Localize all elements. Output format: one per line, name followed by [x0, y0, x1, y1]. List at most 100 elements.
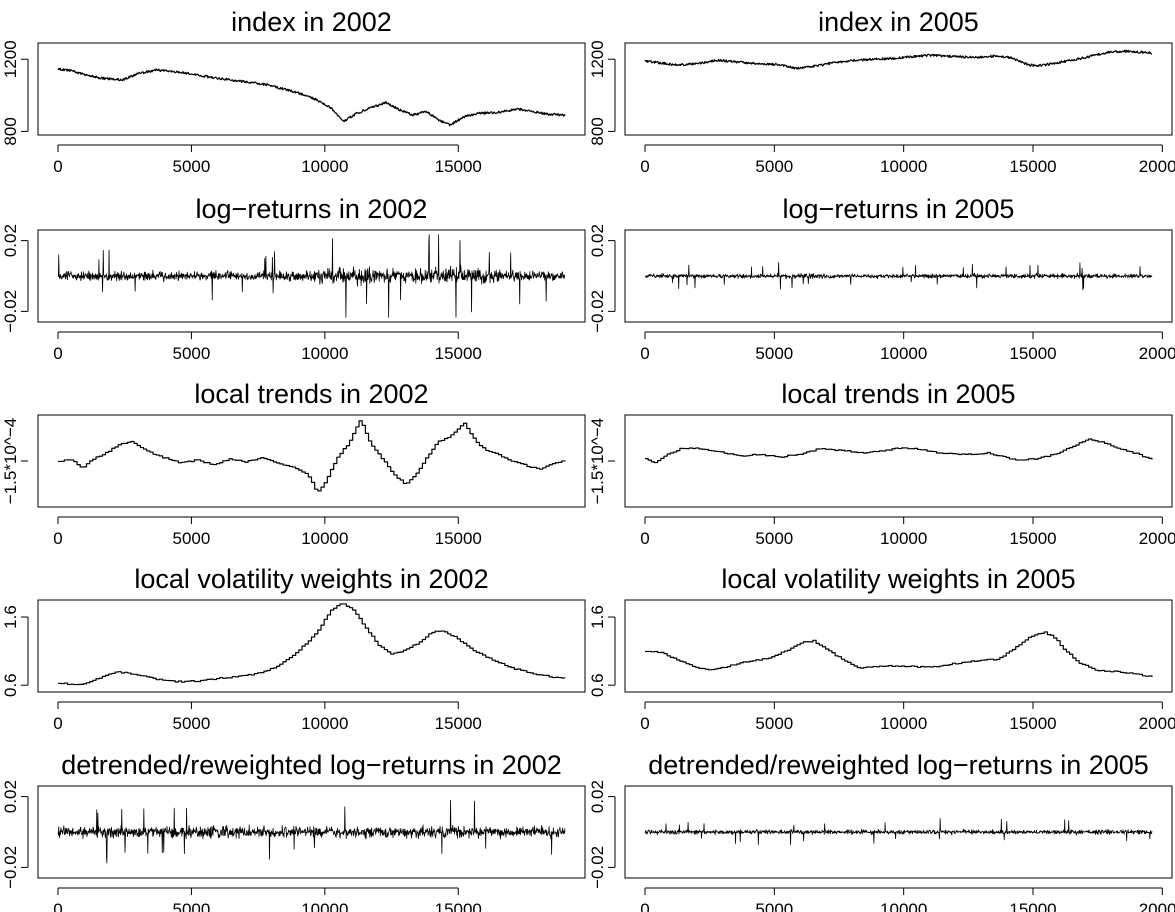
y-tick-label: 1200	[588, 40, 607, 78]
x-tick-label: 5000	[755, 900, 793, 912]
panel-1: index in 2002 0 5000 10000 15000 800 1200	[1, 7, 586, 176]
series-line	[644, 262, 1153, 291]
x-tick-label: 5000	[755, 157, 793, 176]
x-tick-label: 15000	[435, 157, 482, 176]
plot-frame	[624, 229, 1173, 323]
panel-title: log−returns in 2005	[783, 194, 1015, 224]
panel-title: local trends in 2005	[781, 379, 1015, 409]
panel-10: detrended/reweighted log−returns in 2005…	[588, 750, 1175, 912]
panel-title: local volatility weights in 2005	[721, 564, 1075, 594]
x-tick-label: 10000	[880, 529, 927, 548]
series-line	[645, 438, 1153, 464]
x-tick-label: 0	[640, 344, 649, 363]
y-tick-label: −0.02	[588, 290, 607, 333]
x-tick-label: 10000	[880, 900, 927, 912]
series-line	[58, 603, 566, 686]
plot-frame	[624, 599, 1173, 693]
plot-frame	[624, 785, 1173, 879]
panel-9: detrended/reweighted log−returns in 2002…	[1, 750, 586, 912]
x-tick-label: 15000	[435, 344, 482, 363]
series-line	[644, 818, 1153, 846]
y-tick-label: 1.6	[1, 605, 20, 629]
y-tick-label: −1.5*10^−4	[588, 418, 607, 504]
x-tick-label: 0	[53, 900, 62, 912]
x-tick-label: 10000	[301, 900, 348, 912]
y-tick-label: 0.02	[1, 224, 20, 257]
panel-7: local volatility weights in 2002 0 5000 100…	[1, 564, 586, 733]
y-tick-label: −1.5*10^−4	[1, 418, 20, 504]
series-line	[644, 49, 1153, 70]
x-tick-label: 10000	[301, 344, 348, 363]
y-tick-label: −0.02	[588, 846, 607, 889]
y-tick-label: 1.6	[588, 605, 607, 629]
series-line	[57, 799, 566, 864]
x-tick-label: 5000	[173, 714, 211, 733]
x-tick-label: 0	[640, 714, 649, 733]
x-tick-label: 15000	[435, 714, 482, 733]
plot-frame	[37, 42, 586, 136]
x-tick-label: 5000	[173, 900, 211, 912]
x-tick-label: 15000	[435, 529, 482, 548]
panel-title: log−returns in 2002	[196, 194, 428, 224]
y-tick-label: −0.02	[1, 846, 20, 889]
x-tick-label: 10000	[880, 344, 927, 363]
x-tick-label: 15000	[1009, 714, 1056, 733]
x-tick-label: 5000	[173, 529, 211, 548]
panel-5: local trends in 2002 0 5000 10000 15000 −1.5*…	[1, 379, 586, 548]
panel-6: local trends in 2005 0 5000 10000 15000 20000…	[588, 379, 1175, 548]
plot-frame	[624, 414, 1173, 508]
plot-frame	[37, 414, 586, 508]
x-tick-label: 5000	[755, 714, 793, 733]
y-tick-label: 0.02	[588, 780, 607, 813]
x-tick-label: 0	[640, 529, 649, 548]
panel-8: local volatility weights in 2005 0 5000 100…	[588, 564, 1175, 733]
panel-title: detrended/reweighted log−returns in 2002	[61, 750, 562, 780]
y-tick-label: 0.6	[588, 673, 607, 697]
plot-frame	[624, 42, 1173, 136]
y-tick-label: 800	[588, 117, 607, 145]
y-tick-label: 0.02	[588, 224, 607, 257]
x-tick-label: 5000	[755, 529, 793, 548]
x-tick-label: 10000	[301, 714, 348, 733]
panel-title: detrended/reweighted log−returns in 2005	[648, 750, 1149, 780]
x-tick-label: 15000	[1009, 344, 1056, 363]
y-tick-label: 800	[1, 117, 20, 145]
plot-frame	[37, 785, 586, 879]
panel-title: index in 2002	[231, 7, 392, 37]
x-tick-label: 10000	[880, 157, 927, 176]
x-tick-label: 15000	[1009, 900, 1056, 912]
panel-3: log−returns in 2002 0 5000 10000 15000 −0.02 0…	[1, 194, 586, 363]
series-line	[57, 234, 566, 318]
x-tick-label: 5000	[755, 344, 793, 363]
y-tick-label: 1200	[1, 40, 20, 78]
series-line	[58, 420, 566, 492]
x-tick-label: 15000	[1009, 529, 1056, 548]
panel-title: index in 2005	[818, 7, 979, 37]
plot-frame	[37, 229, 586, 323]
x-tick-label: 0	[53, 714, 62, 733]
y-tick-label: 0.02	[1, 780, 20, 813]
x-tick-label: 15000	[435, 900, 482, 912]
x-tick-label: 10000	[880, 714, 927, 733]
x-tick-label: 0	[53, 157, 62, 176]
x-tick-label: 10000	[301, 529, 348, 548]
y-tick-label: 0.6	[1, 673, 20, 697]
series-line	[57, 67, 566, 127]
panel-title: local volatility weights in 2002	[134, 564, 488, 594]
x-tick-label: 0	[53, 344, 62, 363]
y-tick-label: −0.02	[1, 290, 20, 333]
x-tick-label: 0	[53, 529, 62, 548]
series-line	[645, 631, 1153, 677]
x-tick-label: 0	[640, 157, 649, 176]
plot-frame	[37, 599, 586, 693]
x-tick-label: 5000	[173, 157, 211, 176]
x-tick-label: 10000	[301, 157, 348, 176]
